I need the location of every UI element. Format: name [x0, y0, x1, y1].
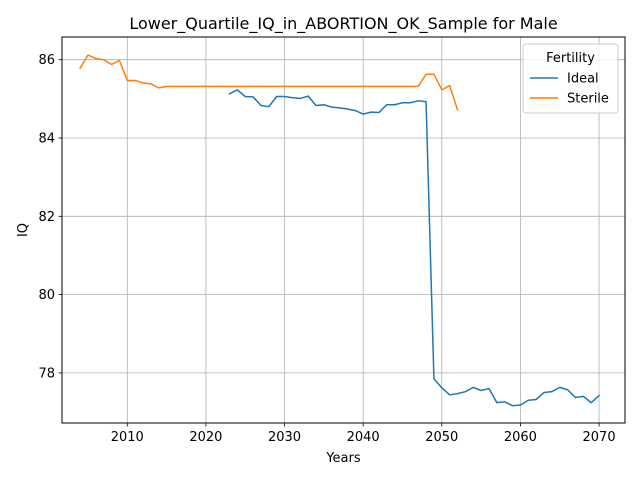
chart-title: Lower_Quartile_IQ_in_ABORTION_OK_Sample …: [129, 14, 557, 34]
y-tick-label: 86: [38, 53, 55, 68]
y-tick-label: 82: [38, 210, 55, 225]
y-tick-label: 78: [38, 366, 55, 381]
x-tick-label: 2050: [425, 430, 458, 445]
legend-label-ideal: Ideal: [567, 72, 599, 87]
legend-title: Fertility: [546, 51, 595, 66]
legend-box: [522, 43, 619, 114]
legend: Fertility Ideal Sterile: [522, 43, 619, 114]
x-tick-label: 2030: [268, 430, 301, 445]
x-tick-label: 2040: [347, 430, 380, 445]
grid-lines: [62, 37, 625, 423]
y-tick-label: 84: [38, 132, 55, 147]
series-line-sterile: [79, 54, 459, 111]
x-axis-label: Years: [325, 451, 361, 466]
x-tick-label: 2020: [189, 430, 222, 445]
legend-label-sterile: Sterile: [567, 92, 609, 107]
x-tick-label: 2060: [504, 430, 537, 445]
x-tick-label: 2010: [111, 430, 144, 445]
x-axis-ticks: 2010 2020 2030 2040 2050 2060 2070: [111, 423, 616, 445]
series-lines: [79, 54, 601, 407]
series-line-ideal: [228, 89, 601, 407]
plot-area-frame: [61, 36, 626, 424]
y-axis-label: IQ: [16, 223, 31, 237]
x-tick-label: 2070: [583, 430, 616, 445]
y-axis-ticks: 78 80 82 84 86: [38, 53, 62, 381]
y-tick-label: 80: [38, 288, 55, 303]
